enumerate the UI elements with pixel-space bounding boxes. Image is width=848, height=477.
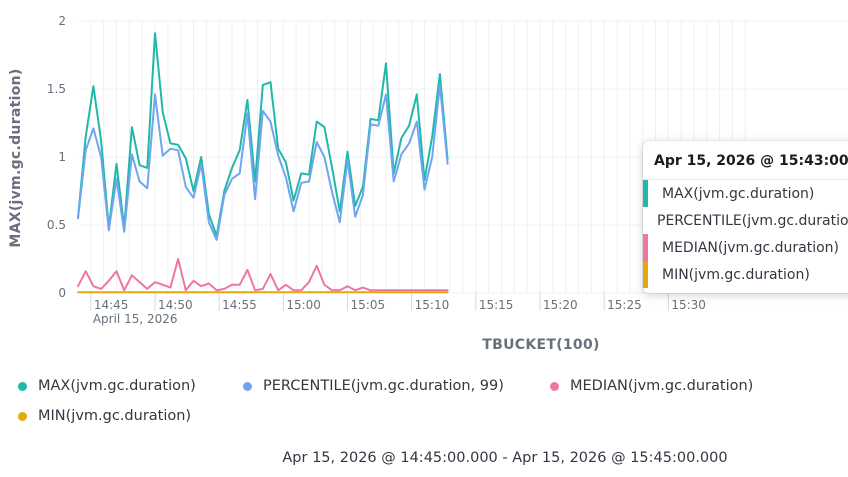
tooltip-swatch-max: [643, 180, 648, 207]
legend-label-median: MEDIAN(jvm.gc.duration): [570, 378, 754, 394]
x-tick-label: 14:50: [158, 298, 193, 312]
chart-tooltip: Apr 15, 2026 @ 15:43:00.000 MAX(jvm.gc.d…: [643, 141, 848, 293]
legend-label-min: MIN(jvm.gc.duration): [38, 408, 192, 424]
y-axis-title: MAX(jvm.gc.duration): [8, 68, 24, 247]
x-tick-label: 14:45: [94, 298, 129, 312]
y-tick-label: 1.5: [47, 82, 66, 96]
legend-item-max[interactable]: MAX(jvm.gc.duration): [18, 378, 196, 394]
legend-swatch-max: [18, 381, 27, 391]
tooltip-row-max: MAX(jvm.gc.duration): [643, 180, 848, 207]
y-tick-label: 2: [58, 14, 66, 28]
x-tick-label: 15:00: [286, 298, 321, 312]
series-lines: [77, 32, 449, 294]
x-tick-label: 15:15: [479, 298, 514, 312]
tooltip-row-median: MEDIAN(jvm.gc.duration): [643, 234, 848, 261]
x-tick-label: 15:05: [351, 298, 386, 312]
legend-label-max: MAX(jvm.gc.duration): [38, 378, 196, 394]
y-tick-label: 0: [58, 286, 66, 300]
tooltip-row-min: MIN(jvm.gc.duration): [643, 261, 848, 288]
x-tick-label: 15:25: [607, 298, 642, 312]
legend-item-min[interactable]: MIN(jvm.gc.duration): [18, 408, 191, 424]
x-axis-title: TBUCKET(100): [482, 337, 599, 353]
x-tick-label: 15:10: [415, 298, 450, 312]
tooltip-swatch-min: [643, 261, 648, 288]
x-tick-label: 14:55: [222, 298, 257, 312]
legend-item-median[interactable]: MEDIAN(jvm.gc.duration): [550, 378, 753, 394]
legend-item-percentile[interactable]: PERCENTILE(jvm.gc.duration, 99): [243, 378, 504, 394]
tooltip-label-median: MEDIAN(jvm.gc.duration): [662, 239, 840, 256]
series-line: [77, 258, 449, 292]
x-date-label: April 15, 2026: [93, 312, 178, 326]
tooltip-label-max: MAX(jvm.gc.duration): [662, 185, 815, 202]
legend-swatch-percentile: [243, 381, 252, 391]
series-line: [77, 32, 449, 237]
y-tick-label: 1: [58, 150, 66, 164]
legend-label-percentile: PERCENTILE(jvm.gc.duration, 99): [263, 378, 504, 394]
x-tick-label: 15:30: [671, 298, 706, 312]
tooltip-label-percentile: PERCENTILE(jvm.gc.duration, 99): [657, 212, 848, 229]
series-line: [77, 83, 449, 241]
legend-swatch-median: [550, 381, 559, 391]
legend-swatch-min: [18, 411, 27, 421]
time-range-label: Apr 15, 2026 @ 14:45:00.000 - Apr 15, 20…: [282, 450, 728, 466]
tooltip-row-percentile: PERCENTILE(jvm.gc.duration, 99): [643, 207, 848, 234]
tooltip-label-min: MIN(jvm.gc.duration): [662, 266, 810, 283]
grid: [78, 20, 848, 294]
tooltip-swatch-median: [643, 234, 648, 261]
tooltip-title: Apr 15, 2026 @ 15:43:00.000: [643, 141, 848, 180]
y-tick-label: 0.5: [47, 218, 66, 232]
axes: 0 0.5 1 1.5 2 14:45 14:50 14:55 15:00 15:05 15:10 1…: [47, 14, 706, 326]
x-tick-label: 15:20: [543, 298, 578, 312]
